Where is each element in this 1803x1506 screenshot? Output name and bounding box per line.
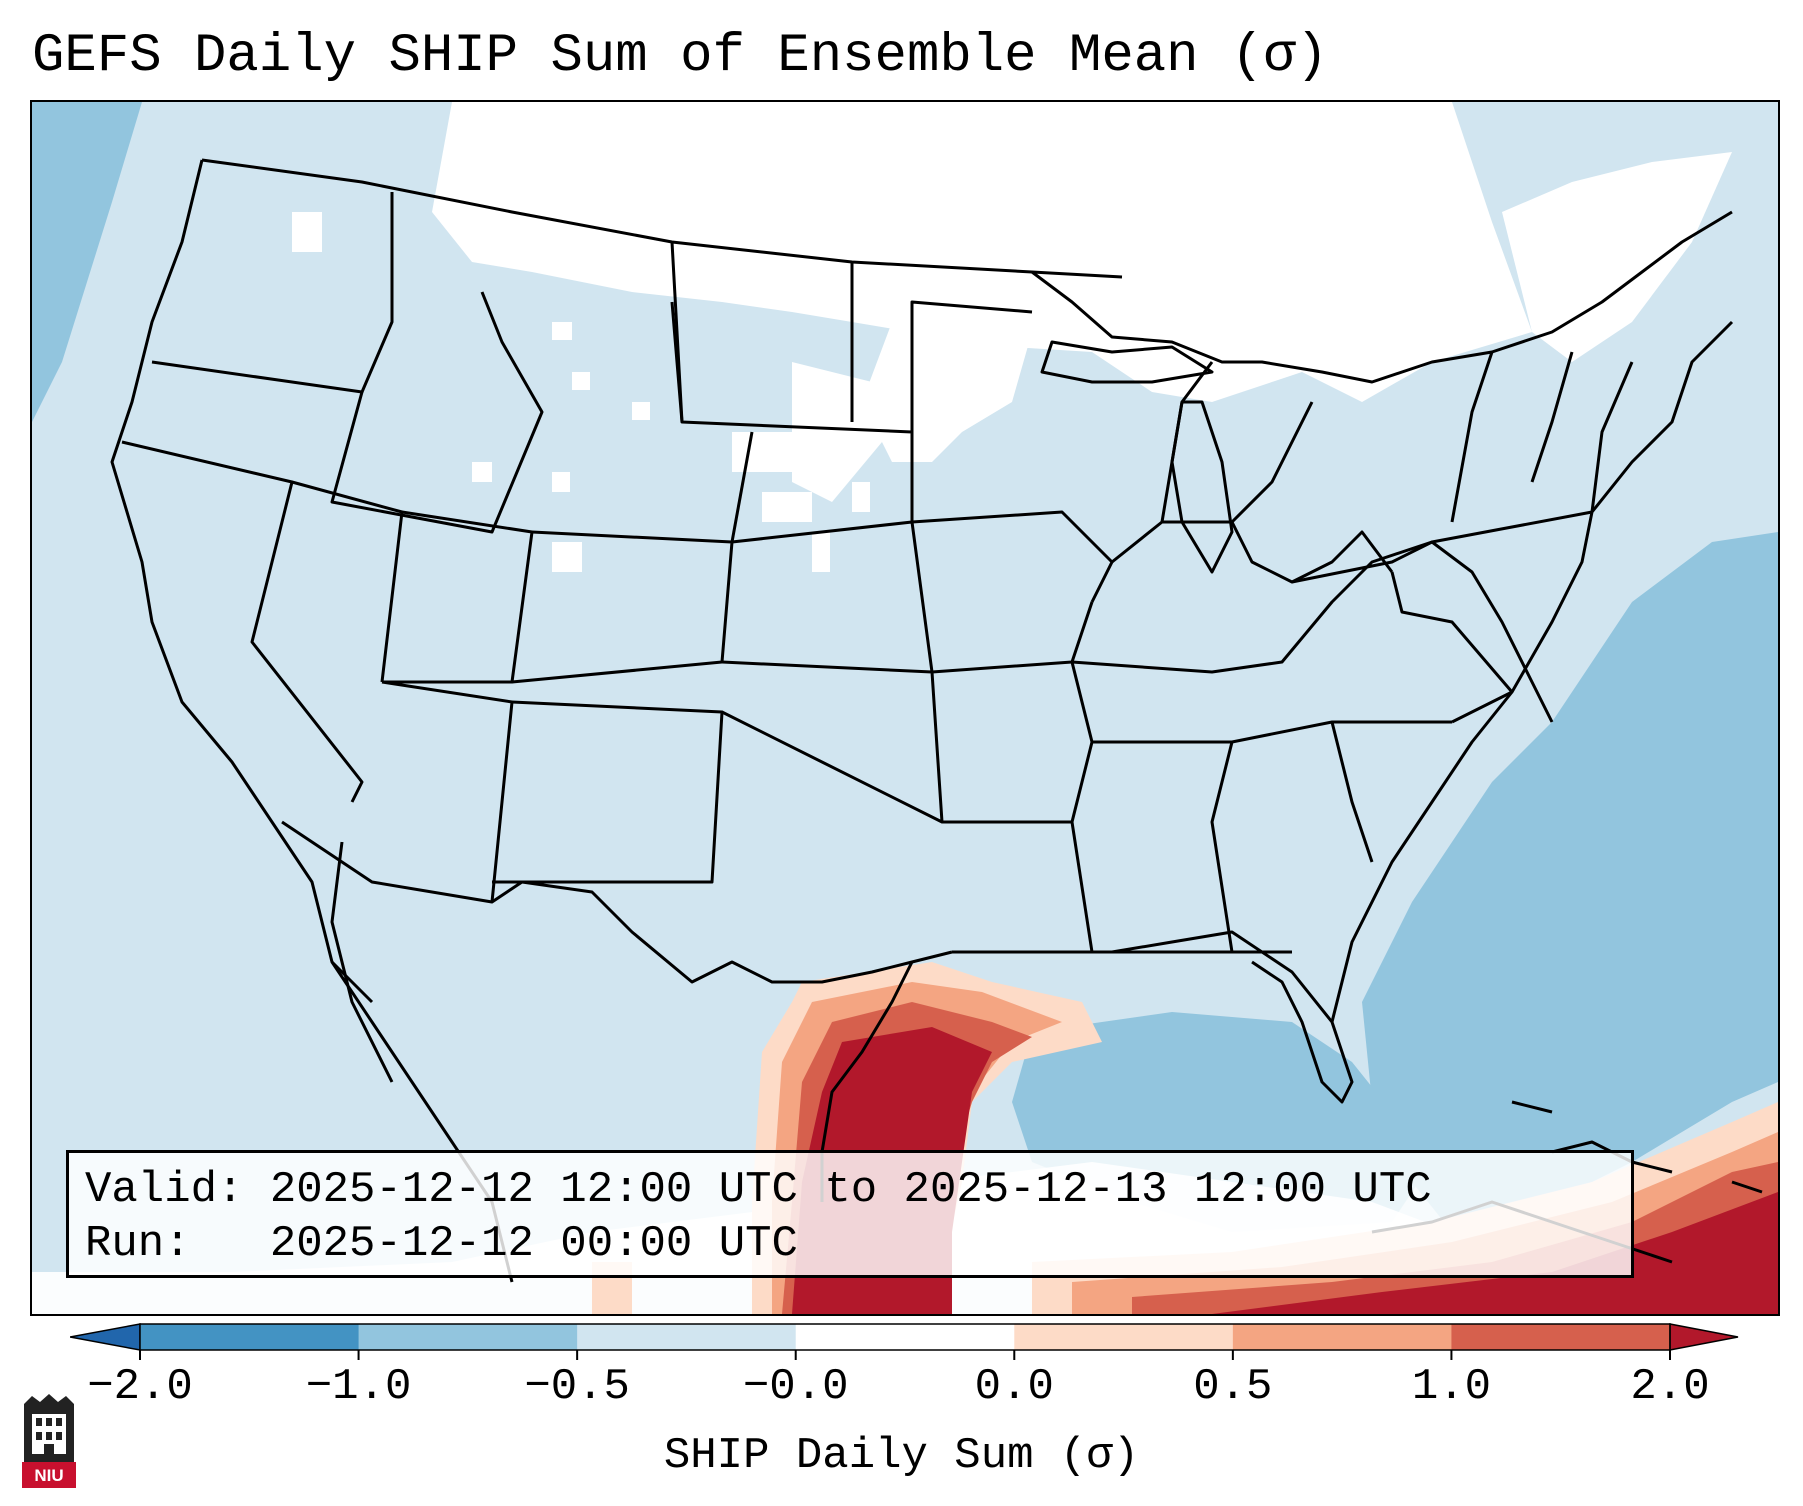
border-great-lakes (1031, 210, 1733, 384)
colorbar-label: SHIP Daily Sum (σ) (663, 1431, 1140, 1481)
valid-line: Valid: 2025-12-12 12:00 UTC to 2025-12-1… (85, 1163, 1615, 1217)
colorbar-tick-label: −1.0 (305, 1362, 412, 1412)
colorbar-bin (1014, 1324, 1234, 1350)
run-line: Run: 2025-12-12 00:00 UTC (85, 1217, 1615, 1271)
niu-logo-icon (22, 1394, 76, 1488)
colorbar-outline (139, 1323, 1671, 1351)
run-label: Run: (85, 1219, 191, 1269)
map-title: GEFS Daily SHIP Sum of Ensemble Mean (σ) (32, 26, 1329, 87)
field-canada-white (292, 102, 1732, 572)
valid-label: Valid: (85, 1165, 244, 1215)
colorbar-bin (1451, 1324, 1671, 1350)
niu-logo: NIU (20, 1392, 78, 1492)
validity-info-box: Valid: 2025-12-12 12:00 UTC to 2025-12-1… (66, 1150, 1634, 1278)
map-panel (30, 100, 1780, 1316)
colorbar-tick-label: 0.5 (1193, 1362, 1273, 1412)
valid-value: 2025-12-12 12:00 UTC to 2025-12-13 12:00… (269, 1165, 1432, 1215)
lake-superior (1040, 340, 1214, 384)
colorbar-tick-label: −0.0 (742, 1362, 849, 1412)
field-pacific-northwest (32, 102, 142, 422)
colorbar-bin (1232, 1324, 1452, 1350)
colorbar-bin (795, 1324, 1015, 1350)
niu-logo-text: NIU (34, 1466, 64, 1485)
colorbar-extend-high (1669, 1323, 1739, 1351)
coastline-atlantic (1330, 320, 1734, 1023)
field-atlantic (1362, 532, 1778, 1232)
colorbar-extend-low (70, 1323, 141, 1351)
coastline-pacific (110, 159, 374, 1004)
colorbar (70, 1323, 1739, 1360)
colorbar-bin (358, 1324, 578, 1350)
lake-michigan (1170, 400, 1234, 574)
colorbar-bin (140, 1324, 360, 1350)
run-value: 2025-12-12 00:00 UTC (269, 1219, 798, 1269)
contiguous-us-map (32, 102, 1778, 1314)
colorbar-tick-label: −0.5 (524, 1362, 630, 1412)
colorbar-bin (577, 1324, 797, 1350)
colorbar-tick-label: 0.0 (974, 1362, 1054, 1412)
colorbar-tick-label: −2.0 (87, 1362, 193, 1412)
map-boundaries (110, 158, 1763, 1283)
colorbar-tick-label: 1.0 (1411, 1362, 1492, 1412)
colorbar-tick-label: 2.0 (1630, 1362, 1710, 1412)
